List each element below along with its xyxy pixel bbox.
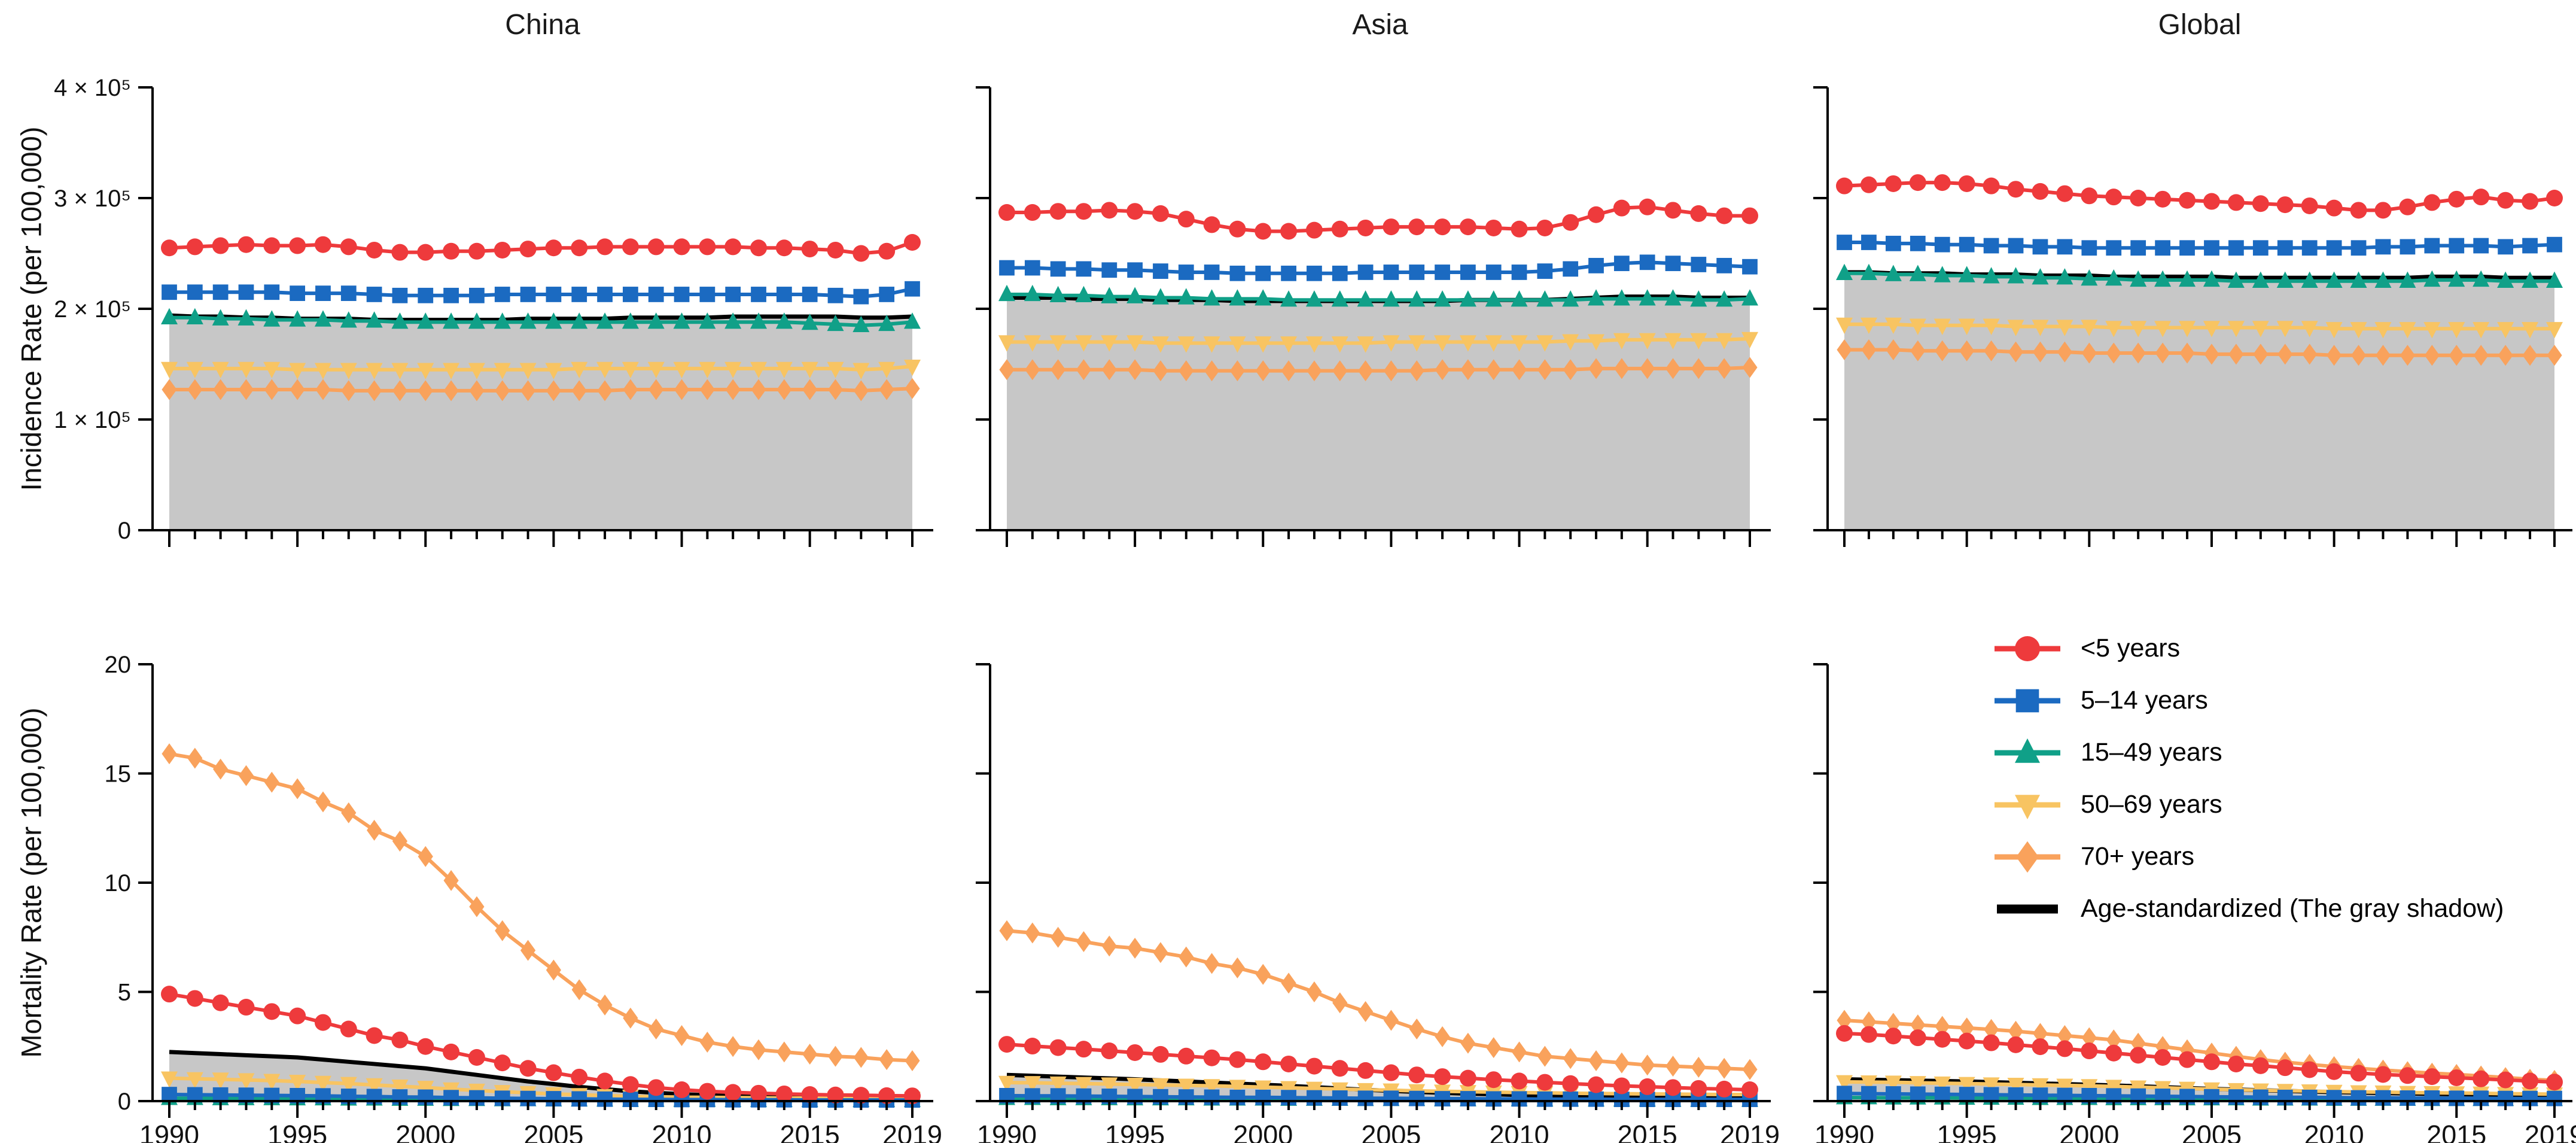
svg-text:2005: 2005 — [523, 1120, 583, 1143]
mortality-china-plot: 0 5 10 15 20 1990 1995 2000 2005 2010 2015 2019 — [105, 652, 943, 1143]
legend-item-15-49: 15–49 years — [1992, 726, 2504, 779]
legend-label: 50–69 years — [2081, 790, 2222, 819]
legend-item-under5: <5 years — [1992, 622, 2504, 674]
incidence-asia-plot — [976, 86, 1771, 547]
70plus-diamond-marker-icon — [1995, 841, 2060, 873]
svg-text:1990: 1990 — [1814, 1120, 1874, 1143]
svg-text:1990: 1990 — [139, 1120, 199, 1143]
incidence-global-plot — [1813, 86, 2572, 547]
column-title-china: China — [505, 9, 580, 41]
svg-text:2019: 2019 — [1720, 1120, 1780, 1143]
legend-item-70plus: 70+ years — [1992, 831, 2504, 883]
15-49-triangle-up-marker-icon — [1995, 738, 2060, 763]
svg-text:2010: 2010 — [651, 1120, 711, 1143]
legend-item-age-standardized: Age-standardized (The gray shadow) — [1992, 883, 2504, 935]
svg-text:2019: 2019 — [882, 1120, 942, 1143]
legend-label: 5–14 years — [2081, 686, 2208, 715]
svg-text:2015: 2015 — [1618, 1120, 1677, 1143]
legend-item-5-14: 5–14 years — [1992, 674, 2504, 726]
svg-text:2000: 2000 — [2059, 1120, 2119, 1143]
svg-text:10: 10 — [105, 870, 132, 896]
svg-text:2 × 10⁵: 2 × 10⁵ — [54, 296, 131, 323]
incidence-axis-title: Incidence Rate (per 100,000) — [15, 126, 47, 491]
svg-text:2010: 2010 — [2304, 1120, 2364, 1143]
column-title-asia: Asia — [1352, 9, 1408, 41]
svg-text:20: 20 — [105, 652, 132, 678]
svg-text:2010: 2010 — [1489, 1120, 1549, 1143]
svg-text:5: 5 — [118, 980, 131, 1006]
legend: <5 years 5–14 years 15–49 years 50–69 ye… — [1992, 622, 2504, 935]
50-69-triangle-down-marker-icon — [1995, 794, 2060, 819]
legend-label: 15–49 years — [2081, 738, 2222, 767]
legend-label: Age-standardized (The gray shadow) — [2081, 894, 2504, 923]
mortality-axis-title: Mortality Rate (per 100,000) — [15, 707, 47, 1058]
svg-text:1995: 1995 — [1105, 1120, 1165, 1143]
svg-text:1995: 1995 — [267, 1120, 327, 1143]
svg-text:2000: 2000 — [1233, 1120, 1293, 1143]
legend-label: <5 years — [2081, 634, 2181, 662]
svg-text:1 × 10⁵: 1 × 10⁵ — [54, 407, 131, 433]
svg-text:15: 15 — [105, 761, 132, 788]
svg-text:3 × 10⁵: 3 × 10⁵ — [54, 186, 131, 212]
svg-text:2005: 2005 — [1361, 1120, 1421, 1143]
svg-text:0: 0 — [118, 1089, 131, 1115]
svg-text:4 × 10⁵: 4 × 10⁵ — [54, 75, 131, 101]
legend-label: 70+ years — [2081, 842, 2195, 871]
svg-text:2015: 2015 — [2426, 1120, 2486, 1143]
under5-circle-marker-icon — [1995, 636, 2060, 661]
legend-item-50-69: 50–69 years — [1992, 779, 2504, 831]
svg-text:2005: 2005 — [2182, 1120, 2242, 1143]
svg-text:2000: 2000 — [395, 1120, 455, 1143]
5-14-square-marker-icon — [1995, 689, 2060, 712]
age-standardized-line-marker-icon — [1997, 904, 2058, 913]
incidence-china-plot: 0 1 × 10⁵ 2 × 10⁵ 3 × 10⁵ 4 × 10⁵ — [54, 75, 933, 547]
mortality-asia-plot: 1990 1995 2000 2005 2010 2015 2019 — [976, 663, 1780, 1143]
svg-text:0: 0 — [118, 518, 131, 544]
svg-text:2015: 2015 — [780, 1120, 840, 1143]
svg-text:2019: 2019 — [2525, 1120, 2576, 1143]
svg-text:1995: 1995 — [1937, 1120, 1997, 1143]
mortality-global-plot: 1990 1995 2000 2005 2010 2015 2019 — [1813, 663, 2576, 1143]
column-title-global: Global — [2158, 9, 2242, 41]
svg-text:1990: 1990 — [977, 1120, 1037, 1143]
